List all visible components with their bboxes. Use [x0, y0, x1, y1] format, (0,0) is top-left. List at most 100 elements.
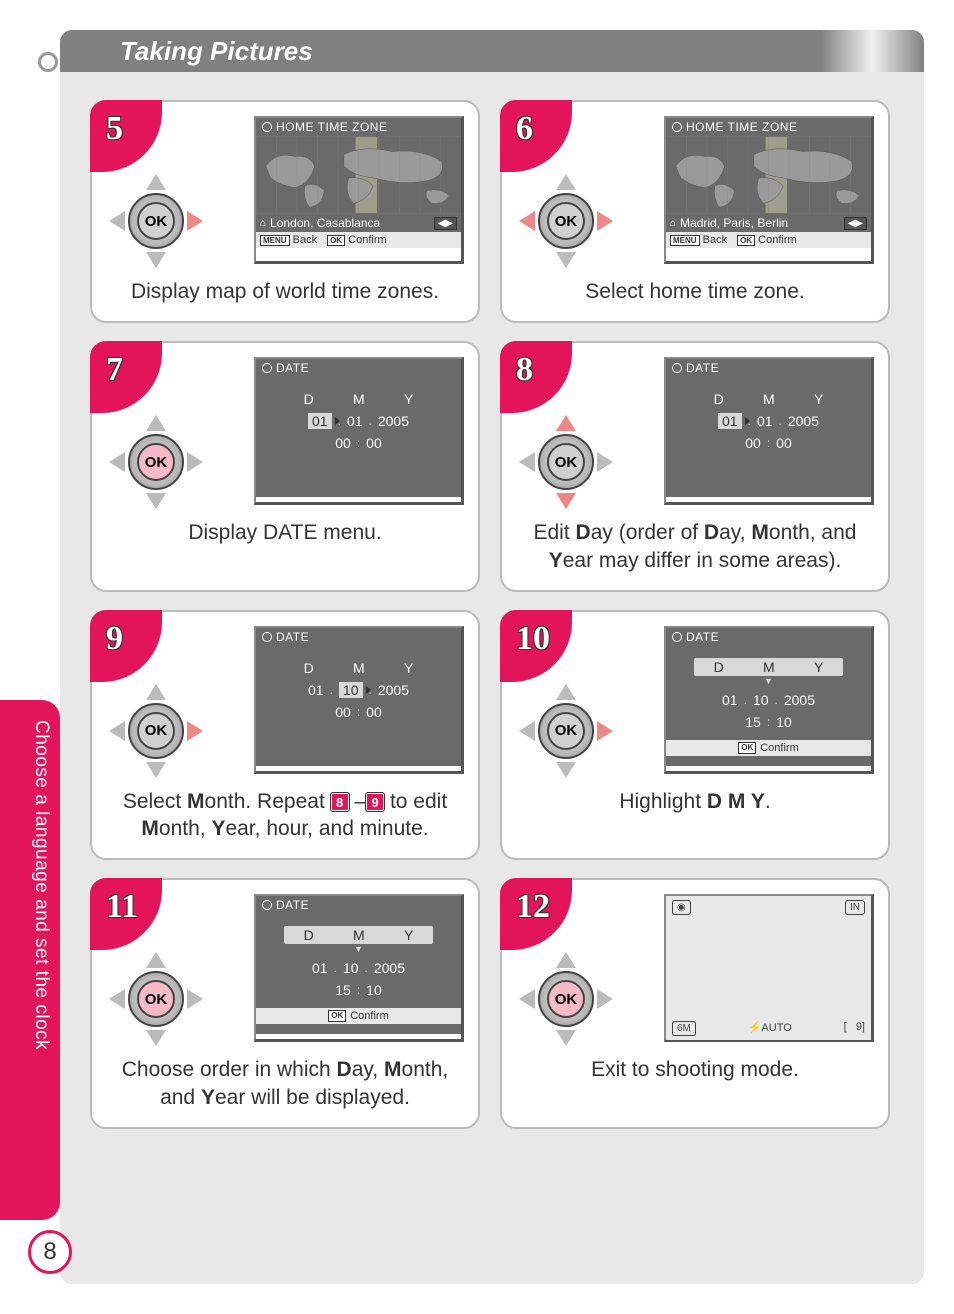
- dmy-header: DMY: [694, 658, 843, 676]
- date-row: 01. 01. 2005: [674, 413, 863, 429]
- time-row: 00: 00: [264, 435, 453, 451]
- confirm-hint: OK Confirm: [737, 234, 797, 246]
- date-row: 01. 10. 2005: [264, 960, 453, 976]
- lr-arrows-icon: ◀▶: [844, 217, 867, 230]
- nav-right-icon: [187, 211, 203, 231]
- count-label: [ 9]: [844, 1021, 865, 1036]
- date-value: 10: [753, 692, 769, 708]
- lcd-screen: DATE DMY 01. 01. 2005 00: 00: [254, 357, 464, 505]
- nav-pad: OK: [521, 954, 611, 1044]
- nav-up-icon: [146, 415, 166, 431]
- card-body: OK DATE DMY ▼ 01. 10. 2005 15: 10 OKConf…: [106, 894, 464, 1044]
- nav-pad: OK: [521, 417, 611, 507]
- dmy-label: M: [353, 660, 365, 676]
- step-card: 10 OK DATE DMY ▼ 01. 10. 2005: [500, 610, 890, 861]
- nav-left-icon: [109, 989, 125, 1009]
- date-value-highlighted: 01: [718, 413, 742, 429]
- down-indicator-icon: ▼: [264, 944, 453, 954]
- time-value: 15: [745, 714, 761, 730]
- ok-button: OK: [547, 202, 585, 240]
- time-value: 15: [335, 982, 351, 998]
- date-body: DMY 01. 01. 2005 00: 00: [256, 377, 461, 497]
- dmy-label: D: [714, 659, 724, 675]
- map-area: [666, 136, 871, 214]
- confirm-hint: OK Confirm: [327, 234, 387, 246]
- step-caption: Select Month. Repeat 8 –9 to edit Month,…: [106, 788, 464, 843]
- date-body: DMY 01. 10. 2005 00: 00: [256, 646, 461, 766]
- ok-ring: OK: [128, 434, 184, 490]
- header-bar: Taking Pictures: [60, 30, 924, 72]
- screen-title-text: HOME TIME ZONE: [686, 120, 797, 134]
- nav-down-icon: [556, 762, 576, 778]
- card-body: OK HOME TIME ZONE ⌂ Madrid, Paris, Berli…: [516, 116, 874, 266]
- nav-left-icon: [519, 452, 535, 472]
- lcd-screen: HOME TIME ZONE ⌂ Madrid, Paris, Berlin ◀…: [664, 116, 874, 264]
- step-number: 12: [516, 888, 550, 926]
- ok-button: OK: [547, 443, 585, 481]
- dmy-header: DMY: [694, 391, 843, 407]
- date-row: 01. 10. 2005: [674, 692, 863, 708]
- ok-button: OK: [137, 443, 175, 481]
- city-row: ⌂ Madrid, Paris, Berlin ◀▶: [666, 214, 871, 232]
- date-row: 01. 01. 2005: [264, 413, 453, 429]
- card-body: OK DATE DMY 01. 01. 2005 00: 00: [516, 357, 874, 507]
- screen-column: DATE DMY 01. 10. 2005 00: 00: [216, 626, 464, 774]
- date-value: 2005: [378, 413, 409, 429]
- dmy-label: D: [304, 660, 314, 676]
- time-row: 15: 10: [264, 982, 453, 998]
- time-value: 00: [335, 435, 351, 451]
- dmy-label: M: [763, 391, 775, 407]
- nav-down-icon: [146, 493, 166, 509]
- screen-title: DATE: [666, 359, 871, 377]
- step-card: 9 OK DATE DMY 01. 10. 2005: [90, 610, 480, 861]
- screen-column: HOME TIME ZONE ⌂ London, Casablanca ◀▶ M…: [216, 116, 464, 264]
- nav-right-icon: [187, 452, 203, 472]
- step-number: 11: [106, 888, 138, 926]
- ok-ring: OK: [128, 971, 184, 1027]
- date-value-highlighted: 01: [308, 413, 332, 429]
- dmy-label: M: [353, 927, 365, 943]
- ok-button: OK: [547, 980, 585, 1018]
- screen-title-text: DATE: [276, 898, 309, 912]
- nav-up-icon: [556, 174, 576, 190]
- side-tab-text: Choose a language and set the clock: [8, 720, 52, 1200]
- dmy-label: M: [353, 391, 365, 407]
- world-map-icon: [666, 136, 871, 214]
- dmy-header: DMY: [284, 926, 433, 944]
- card-body: OK DATE DMY 01. 01. 2005 00: 00: [106, 357, 464, 507]
- confirm-row: OKConfirm: [666, 740, 871, 756]
- nav-left-icon: [519, 211, 535, 231]
- date-value: 2005: [378, 682, 409, 698]
- nav-right-icon: [597, 452, 613, 472]
- ok-button: OK: [137, 712, 175, 750]
- footer-row: MENU Back OK Confirm: [666, 232, 871, 248]
- header-title: Taking Pictures: [120, 36, 313, 67]
- screen-title-text: DATE: [276, 630, 309, 644]
- lcd-screen: DATE DMY 01. 10. 2005 00: 00: [254, 626, 464, 774]
- ok-ring: OK: [128, 703, 184, 759]
- spine-dot-icon: [38, 52, 58, 72]
- back-hint: MENU Back: [670, 234, 727, 246]
- screen-title: DATE: [256, 628, 461, 646]
- dmy-header: DMY: [284, 660, 433, 676]
- nav-pad: OK: [521, 686, 611, 776]
- dmy-label: D: [304, 391, 314, 407]
- screen-title-text: DATE: [276, 361, 309, 375]
- shoot-bottom-row: 6M ⚡AUTO [ 9]: [672, 1021, 865, 1036]
- step-number: 6: [516, 110, 533, 148]
- nav-up-icon: [146, 952, 166, 968]
- step-card: 8 OK DATE DMY 01. 01. 2005: [500, 341, 890, 592]
- nav-right-icon: [597, 211, 613, 231]
- date-value: 2005: [788, 413, 819, 429]
- dmy-label: Y: [814, 391, 823, 407]
- nav-down-icon: [146, 762, 166, 778]
- step-number: 5: [106, 110, 123, 148]
- footer-row: MENU Back OK Confirm: [256, 232, 461, 248]
- step-card: 6 OK HOME TIME ZONE ⌂ Madrid: [500, 100, 890, 323]
- nav-left-icon: [519, 989, 535, 1009]
- nav-left-icon: [109, 452, 125, 472]
- nav-right-icon: [597, 721, 613, 741]
- lcd-screen: ◉ IN 6M ⚡AUTO [ 9]: [664, 894, 874, 1042]
- nav-left-icon: [109, 721, 125, 741]
- clock-icon: [262, 632, 272, 642]
